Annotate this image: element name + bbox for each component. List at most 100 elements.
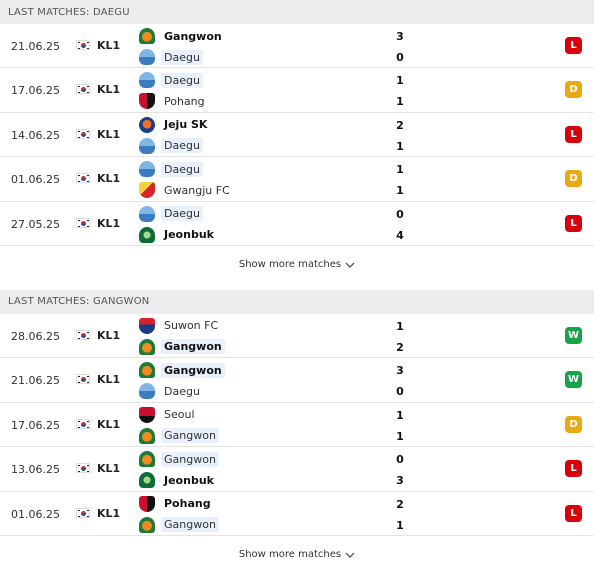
south-korea-flag-icon bbox=[76, 84, 90, 95]
result-badge: W bbox=[565, 326, 582, 344]
suwon-crest-icon bbox=[139, 317, 155, 334]
pohang-crest-icon bbox=[139, 495, 155, 512]
match-row[interactable]: 17.06.25 KL1 Seoul 1 Gangwon 1 D bbox=[0, 403, 594, 448]
trigram-mark bbox=[78, 331, 80, 333]
result-badge: D bbox=[565, 415, 582, 433]
gangwon-crest-icon bbox=[139, 516, 155, 533]
match-row[interactable]: 21.06.25 KL1 Gangwon 3 Daegu 0 L bbox=[0, 24, 594, 69]
match-date: 28.06.25 bbox=[11, 329, 60, 343]
away-team[interactable]: Gangwon bbox=[139, 427, 219, 445]
taegeuk-symbol bbox=[81, 131, 86, 137]
home-team[interactable]: Seoul bbox=[139, 406, 198, 424]
away-team-name: Gwangju FC bbox=[164, 183, 230, 197]
away-team[interactable]: Jeonbuk bbox=[139, 226, 217, 244]
league-code: KL1 bbox=[97, 216, 121, 230]
daegu-crest-icon bbox=[139, 72, 155, 89]
away-team[interactable]: Pohang bbox=[139, 92, 208, 110]
away-team[interactable]: Jeonbuk bbox=[139, 471, 217, 489]
trigram-mark bbox=[87, 515, 89, 517]
home-score: 1 bbox=[396, 74, 404, 88]
match-date: 17.06.25 bbox=[11, 84, 60, 98]
home-score: 0 bbox=[396, 453, 404, 467]
trigram-mark bbox=[87, 92, 89, 94]
home-team[interactable]: Daegu bbox=[139, 160, 203, 178]
away-team[interactable]: Gangwon bbox=[139, 516, 219, 534]
trigram-mark bbox=[87, 219, 89, 221]
trigram-mark bbox=[87, 42, 89, 43]
match-date: 01.06.25 bbox=[11, 173, 60, 187]
home-team-name: Daegu bbox=[161, 72, 203, 88]
show-more-label: Show more matches bbox=[238, 549, 342, 561]
section-header: LAST MATCHES: GANGWON bbox=[0, 289, 594, 314]
show-more-label: Show more matches bbox=[238, 259, 342, 271]
south-korea-flag-icon bbox=[76, 173, 90, 184]
match-row[interactable]: 14.06.25 KL1 Jeju SK 2 Daegu 1 L bbox=[0, 113, 594, 158]
trigram-mark bbox=[78, 92, 80, 94]
match-row[interactable]: 17.06.25 KL1 Daegu 1 Pohang 1 D bbox=[0, 68, 594, 113]
away-team[interactable]: Gangwon bbox=[139, 338, 225, 356]
daegu-crest-icon bbox=[139, 49, 155, 65]
trigram-mark bbox=[78, 471, 80, 473]
home-team[interactable]: Gangwon bbox=[139, 361, 225, 379]
trigram-mark bbox=[87, 48, 89, 49]
trigram-mark bbox=[87, 426, 89, 428]
home-team[interactable]: Gangwon bbox=[139, 27, 225, 45]
gwangju-crest-icon bbox=[139, 182, 155, 199]
trigram-mark bbox=[78, 426, 80, 428]
gangwon-crest-icon bbox=[139, 338, 155, 355]
trigram-mark bbox=[78, 48, 80, 49]
home-score: 1 bbox=[396, 319, 404, 333]
match-row[interactable]: 01.06.25 KL1 Daegu 1 Gwangju FC 1 D bbox=[0, 157, 594, 202]
home-score: 1 bbox=[396, 408, 404, 422]
taegeuk-symbol bbox=[81, 421, 86, 427]
south-korea-flag-icon bbox=[76, 40, 90, 50]
match-row[interactable]: 13.06.25 KL1 Gangwon 0 Jeonbuk 3 L bbox=[0, 447, 594, 492]
trigram-mark bbox=[87, 225, 89, 227]
match-row[interactable]: 01.06.25 KL1 Pohang 2 Gangwon 1 L bbox=[0, 492, 594, 536]
away-team-name: Daegu bbox=[161, 49, 203, 65]
south-korea-flag-icon bbox=[76, 418, 90, 429]
chevron-down-icon bbox=[345, 552, 355, 558]
home-team[interactable]: Suwon FC bbox=[139, 317, 221, 335]
match-date: 17.06.25 bbox=[11, 418, 60, 432]
show-more-matches-button[interactable]: Show more matches bbox=[0, 536, 594, 571]
away-team[interactable]: Daegu bbox=[139, 137, 203, 155]
match-row[interactable]: 28.06.25 KL1 Suwon FC 1 Gangwon 2 W bbox=[0, 314, 594, 359]
home-team[interactable]: Gangwon bbox=[139, 450, 219, 468]
league-code: KL1 bbox=[97, 506, 121, 520]
trigram-mark bbox=[87, 509, 89, 511]
match-row[interactable]: 21.06.25 KL1 Gangwon 3 Daegu 0 W bbox=[0, 358, 594, 403]
gangwon-crest-icon bbox=[139, 451, 155, 468]
home-team-name: Pohang bbox=[164, 497, 211, 511]
match-date: 01.06.25 bbox=[11, 507, 60, 521]
home-team[interactable]: Daegu bbox=[139, 205, 203, 223]
result-badge: L bbox=[565, 125, 582, 143]
away-team-name: Daegu bbox=[161, 138, 203, 154]
home-team-name: Jeju SK bbox=[164, 118, 208, 132]
trigram-mark bbox=[78, 86, 80, 88]
league-code: KL1 bbox=[97, 39, 121, 52]
home-team-name: Seoul bbox=[164, 408, 195, 422]
away-team[interactable]: Gwangju FC bbox=[139, 181, 233, 199]
south-korea-flag-icon bbox=[76, 463, 90, 474]
away-score: 1 bbox=[396, 95, 404, 109]
away-team[interactable]: Daegu bbox=[139, 382, 203, 400]
trigram-mark bbox=[78, 337, 80, 339]
home-team-name: Gangwon bbox=[164, 29, 222, 43]
home-team[interactable]: Daegu bbox=[139, 71, 203, 89]
taegeuk-symbol bbox=[81, 466, 86, 472]
home-team[interactable]: Pohang bbox=[139, 495, 214, 513]
home-score: 2 bbox=[396, 497, 404, 511]
trigram-mark bbox=[78, 219, 80, 221]
result-badge: D bbox=[565, 81, 582, 99]
match-date: 21.06.25 bbox=[11, 40, 60, 53]
show-more-matches-button[interactable]: Show more matches bbox=[0, 246, 594, 284]
away-team[interactable]: Daegu bbox=[139, 48, 203, 66]
home-team[interactable]: Jeju SK bbox=[139, 116, 210, 134]
home-score: 2 bbox=[396, 118, 404, 132]
league-code: KL1 bbox=[97, 172, 121, 186]
trigram-mark bbox=[78, 130, 80, 132]
match-row[interactable]: 27.05.25 KL1 Daegu 0 Jeonbuk 4 L bbox=[0, 202, 594, 246]
match-date: 27.05.25 bbox=[11, 217, 60, 231]
